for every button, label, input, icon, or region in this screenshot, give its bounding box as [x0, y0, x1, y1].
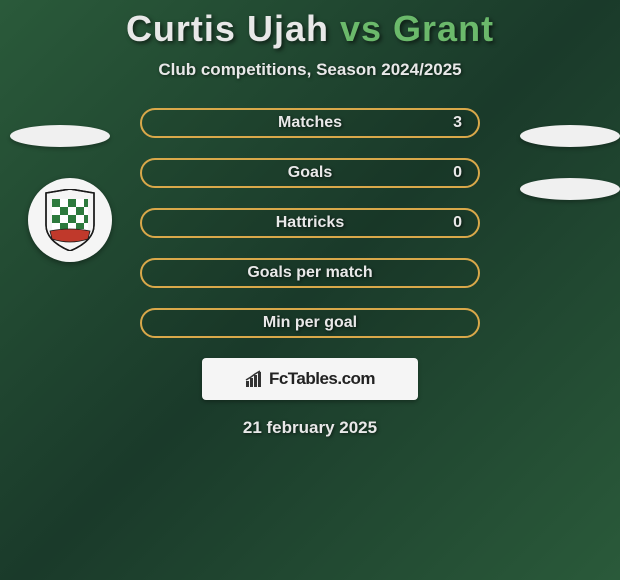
- comparison-title: Curtis Ujah vs Grant: [0, 0, 620, 50]
- stat-label: Min per goal: [263, 314, 357, 332]
- fctables-logo[interactable]: FcTables.com: [202, 358, 418, 400]
- placeholder-ellipse-bottom-right: [520, 178, 620, 200]
- logo-text: FcTables.com: [269, 369, 375, 389]
- stat-value: 3: [453, 114, 462, 132]
- player2-name: Grant: [393, 8, 494, 49]
- stat-label: Matches: [278, 114, 342, 132]
- subtitle: Club competitions, Season 2024/2025: [0, 60, 620, 80]
- chart-icon: [245, 370, 263, 388]
- stat-label: Goals per match: [247, 264, 372, 282]
- club-crest: [28, 178, 112, 262]
- placeholder-ellipse-top-left: [10, 125, 110, 147]
- stat-value: 0: [453, 214, 462, 232]
- stat-row-matches: Matches 3: [140, 108, 480, 138]
- stat-row-min-per-goal: Min per goal: [140, 308, 480, 338]
- shield-icon: [44, 189, 96, 251]
- vs-text: vs: [340, 8, 382, 49]
- stat-label: Goals: [288, 164, 332, 182]
- placeholder-ellipse-top-right: [520, 125, 620, 147]
- stat-row-goals: Goals 0: [140, 158, 480, 188]
- stat-row-goals-per-match: Goals per match: [140, 258, 480, 288]
- date-text: 21 february 2025: [0, 418, 620, 438]
- stat-row-hattricks: Hattricks 0: [140, 208, 480, 238]
- player1-name: Curtis Ujah: [126, 8, 329, 49]
- stat-value: 0: [453, 164, 462, 182]
- stat-label: Hattricks: [276, 214, 344, 232]
